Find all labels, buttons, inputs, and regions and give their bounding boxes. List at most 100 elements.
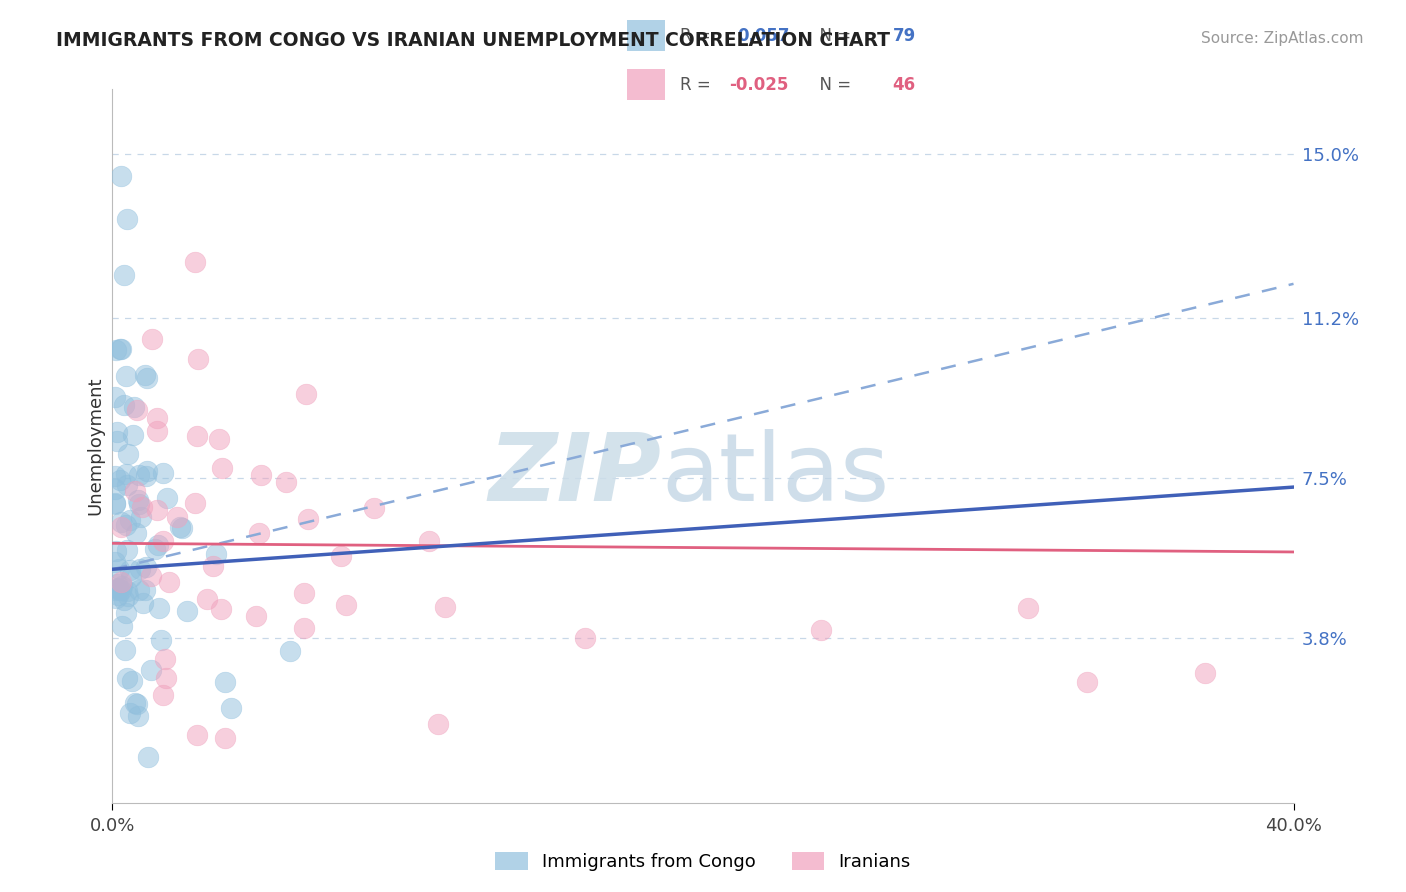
Point — [135, 559, 157, 574]
Point — [105, 544, 128, 558]
Point — [574, 632, 596, 646]
Point — [107, 588, 129, 602]
Point — [184, 255, 207, 269]
Point — [810, 623, 832, 637]
Point — [115, 584, 138, 599]
Point — [297, 511, 319, 525]
Point — [111, 579, 134, 593]
Text: ZIP: ZIP — [489, 428, 662, 521]
Point — [135, 371, 157, 385]
Point — [433, 600, 456, 615]
Text: Source: ZipAtlas.com: Source: ZipAtlas.com — [1201, 31, 1364, 46]
Point — [104, 496, 127, 510]
Point — [120, 513, 142, 527]
Point — [169, 520, 191, 534]
Text: 79: 79 — [893, 27, 915, 45]
Point — [183, 495, 205, 509]
Point — [152, 534, 174, 549]
Point — [110, 342, 132, 356]
Point — [125, 697, 148, 711]
Point — [124, 696, 146, 710]
Point — [146, 410, 169, 425]
Point — [114, 518, 136, 533]
Point — [124, 484, 146, 499]
Point — [274, 475, 297, 489]
Text: R =: R = — [681, 76, 716, 94]
Point — [118, 706, 141, 720]
Point — [117, 447, 139, 461]
Point — [136, 750, 159, 764]
Text: IMMIGRANTS FROM CONGO VS IRANIAN UNEMPLOYMENT CORRELATION CHART: IMMIGRANTS FROM CONGO VS IRANIAN UNEMPLO… — [56, 31, 890, 50]
Point — [335, 599, 357, 613]
Point — [187, 352, 209, 367]
Point — [104, 497, 127, 511]
Text: -0.025: -0.025 — [730, 76, 789, 94]
Point — [107, 582, 129, 596]
Point — [115, 369, 138, 384]
Point — [146, 538, 169, 552]
Point — [208, 433, 231, 447]
FancyBboxPatch shape — [627, 70, 665, 100]
Point — [214, 674, 236, 689]
Point — [141, 332, 163, 346]
Point — [129, 510, 152, 524]
Point — [111, 619, 134, 633]
Point — [155, 671, 177, 685]
Point — [127, 708, 149, 723]
Point — [250, 468, 273, 483]
Point — [107, 562, 129, 576]
Point — [115, 467, 138, 481]
Text: atlas: atlas — [662, 428, 890, 521]
Point — [152, 467, 174, 481]
Text: 0.057: 0.057 — [737, 27, 789, 45]
Point — [104, 343, 127, 358]
Point — [117, 211, 138, 226]
Point — [143, 542, 166, 557]
Point — [134, 368, 156, 382]
Point — [125, 525, 148, 540]
Point — [363, 500, 385, 515]
Point — [117, 590, 139, 604]
Point — [115, 672, 138, 686]
Point — [131, 500, 153, 515]
Point — [105, 425, 128, 439]
Point — [1076, 674, 1098, 689]
FancyBboxPatch shape — [627, 20, 665, 51]
Point — [105, 434, 128, 449]
Point — [118, 563, 141, 577]
Point — [128, 583, 150, 598]
Text: R =: R = — [681, 27, 721, 45]
Point — [1017, 601, 1039, 615]
Point — [110, 582, 132, 597]
Point — [110, 520, 132, 534]
Point — [245, 609, 267, 624]
Point — [104, 482, 127, 496]
Point — [128, 497, 150, 511]
Point — [110, 574, 132, 589]
Point — [112, 268, 135, 282]
Point — [295, 387, 318, 401]
Point — [105, 591, 128, 606]
Point — [105, 577, 128, 591]
Point — [152, 688, 174, 702]
Y-axis label: Unemployment: Unemployment — [86, 376, 104, 516]
Point — [110, 169, 132, 183]
Point — [247, 526, 270, 541]
Point — [170, 521, 193, 535]
Point — [205, 547, 228, 561]
Point — [122, 428, 145, 442]
Point — [108, 473, 131, 487]
Point — [141, 663, 163, 677]
Point — [128, 468, 150, 483]
Text: N =: N = — [808, 27, 856, 45]
Point — [330, 549, 353, 563]
Point — [121, 673, 143, 688]
Point — [104, 582, 127, 597]
Point — [418, 534, 440, 549]
Point — [110, 342, 132, 356]
Point — [114, 593, 136, 607]
Point — [115, 478, 138, 492]
Point — [125, 402, 148, 417]
Point — [219, 700, 242, 714]
Point — [112, 398, 135, 412]
